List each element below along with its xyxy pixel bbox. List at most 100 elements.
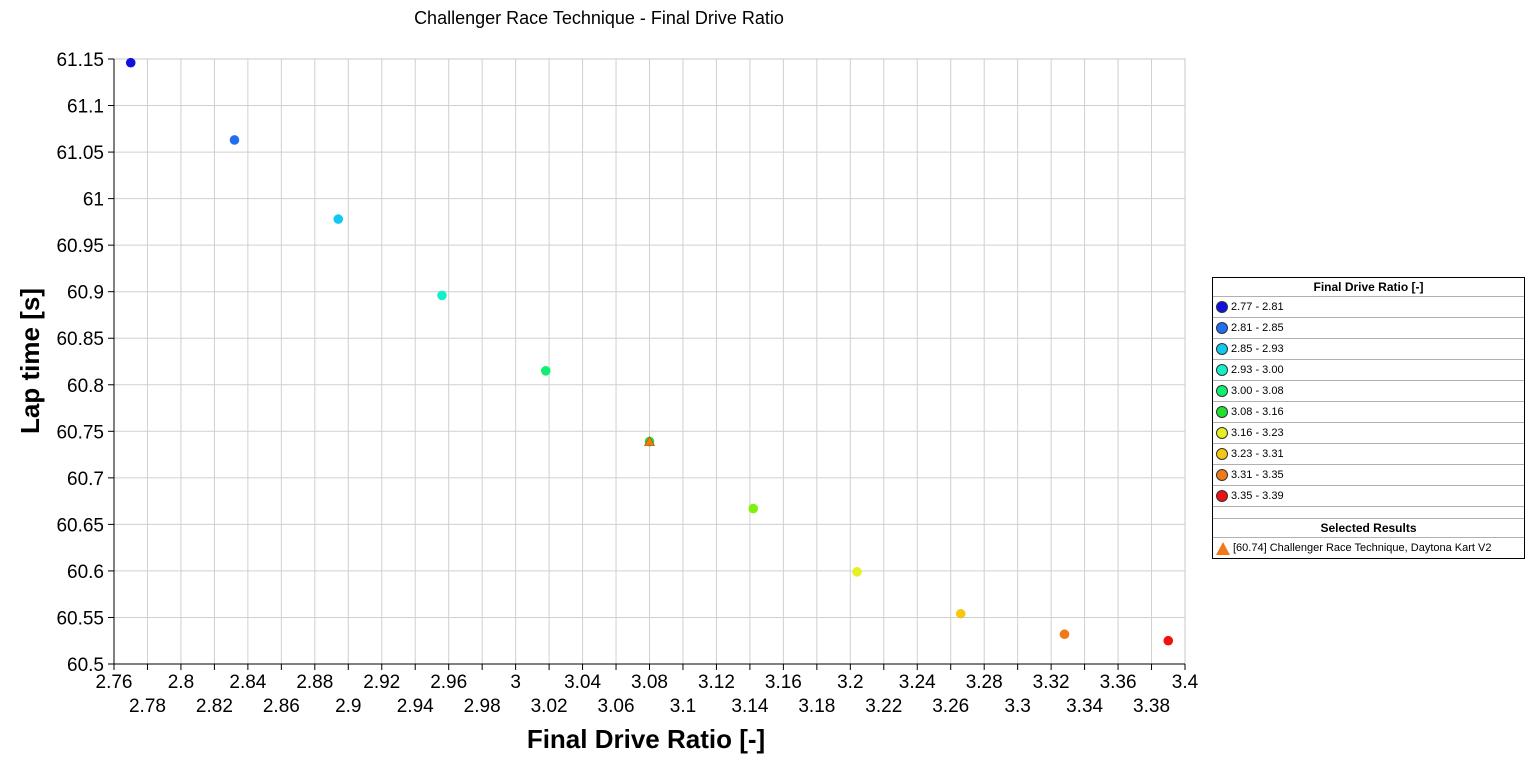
legend-swatch-icon	[1216, 343, 1228, 355]
y-tick-label: 61	[83, 190, 104, 211]
legend-entry: 2.93 - 3.00	[1213, 360, 1524, 381]
x-tick-label: 3.16	[765, 672, 802, 693]
data-point	[1059, 629, 1070, 640]
x-tick-label: 2.78	[129, 696, 166, 717]
x-tick-label: 3.2	[837, 672, 863, 693]
legend-entry: 3.23 - 3.31	[1213, 444, 1524, 465]
x-tick-label: 2.92	[363, 672, 400, 693]
x-tick-label: 3.18	[798, 696, 835, 717]
selected-result-entry: [60.74] Challenger Race Technique, Dayto…	[1213, 538, 1524, 558]
legend-swatch-icon	[1216, 322, 1228, 334]
legend-entry: 2.85 - 2.93	[1213, 339, 1524, 360]
legend-swatch-icon	[1216, 448, 1228, 460]
selected-result-label: [60.74] Challenger Race Technique, Dayto…	[1233, 542, 1492, 554]
y-tick-label: 61.05	[56, 143, 104, 164]
legend-swatch-icon	[1216, 364, 1228, 376]
x-axis-label: Final Drive Ratio [-]	[527, 724, 765, 754]
legend-entry-label: 3.35 - 3.39	[1231, 490, 1284, 502]
data-point	[125, 57, 136, 68]
y-tick-label: 60.85	[56, 329, 104, 350]
x-tick-label: 3.06	[598, 696, 635, 717]
x-tick-label: 2.94	[397, 696, 434, 717]
y-tick-label: 60.7	[67, 469, 104, 490]
triangle-marker-icon	[1216, 541, 1230, 555]
legend-swatch-icon	[1216, 469, 1228, 481]
x-tick-label: 2.98	[464, 696, 501, 717]
chart-title: Challenger Race Technique - Final Drive …	[414, 8, 784, 28]
legend-entry: 3.16 - 3.23	[1213, 423, 1524, 444]
legend-swatch-icon	[1216, 301, 1228, 313]
grid-lines	[113, 58, 1186, 665]
y-tick-label: 60.6	[67, 562, 104, 583]
x-tick-label: 3.38	[1133, 696, 1170, 717]
data-point	[540, 366, 551, 376]
y-tick-label: 60.8	[67, 376, 104, 397]
legend-entry: 3.35 - 3.39	[1213, 486, 1524, 507]
legend-entry-label: 3.23 - 3.31	[1231, 448, 1284, 460]
x-tick-label: 3.22	[865, 696, 902, 717]
x-tick-label: 2.96	[430, 672, 467, 693]
x-tick-label: 3.26	[932, 696, 969, 717]
legend-entry-label: 3.31 - 3.35	[1231, 469, 1284, 481]
x-tick-label: 2.76	[96, 672, 133, 693]
y-tick-labels: 61.15 61.1 61.05 61 60.95 60.9 60.85 60.8 60.75 6…	[56, 50, 104, 676]
x-tick-label: 3.14	[731, 696, 768, 717]
legend-entry: 3.31 - 3.35	[1213, 465, 1524, 486]
data-point	[852, 567, 862, 577]
x-tick-label: 2.86	[263, 696, 300, 717]
y-tick-label: 61.15	[56, 50, 104, 71]
x-tick-label: 2.8	[168, 672, 194, 693]
x-tick-label: 3.4	[1172, 672, 1199, 693]
axes	[108, 58, 1186, 670]
legend-swatch-icon	[1216, 385, 1228, 397]
x-tick-label: 3.32	[1033, 672, 1070, 693]
x-tick-label: 3	[510, 672, 521, 693]
x-tick-label: 3.08	[631, 672, 668, 693]
legend-title: Final Drive Ratio [-]	[1213, 278, 1524, 297]
x-tick-label: 2.82	[196, 696, 233, 717]
y-tick-label: 60.5	[67, 655, 104, 676]
legend-swatch-icon	[1216, 406, 1228, 418]
selected-result-marker	[643, 435, 656, 446]
legend-entry: 3.08 - 3.16	[1213, 402, 1524, 423]
legend-entries: 2.77 - 2.81 2.81 - 2.85 2.85 - 2.93 2.93 - …	[1213, 297, 1524, 507]
selected-results-title: Selected Results	[1213, 519, 1524, 538]
legend-entry-label: 3.08 - 3.16	[1231, 406, 1284, 418]
y-tick-label: 60.65	[56, 515, 104, 536]
data-point	[1163, 635, 1174, 646]
y-axis-label: Lap time [s]	[15, 288, 45, 434]
legend-entry: 2.77 - 2.81	[1213, 297, 1524, 318]
legend-swatch-icon	[1216, 490, 1228, 502]
legend-entry-label: 2.85 - 2.93	[1231, 343, 1284, 355]
x-tick-label: 3.3	[1004, 696, 1030, 717]
data-point	[437, 290, 447, 301]
x-tick-label: 3.12	[698, 672, 735, 693]
x-tick-label: 3.04	[564, 672, 601, 693]
legend-entry-label: 3.00 - 3.08	[1231, 385, 1284, 397]
data-point	[955, 608, 966, 619]
y-tick-label: 60.9	[67, 283, 104, 304]
x-tick-label: 2.88	[296, 672, 333, 693]
legend-spacer	[1213, 507, 1524, 519]
legend-entry-label: 2.77 - 2.81	[1231, 301, 1284, 313]
y-tick-label: 60.55	[56, 608, 104, 629]
x-tick-label: 2.9	[335, 696, 361, 717]
x-tick-label: 3.02	[531, 696, 568, 717]
x-tick-label: 3.34	[1066, 696, 1103, 717]
data-point	[229, 135, 240, 145]
data-points	[125, 57, 1174, 646]
y-tick-label: 61.1	[67, 97, 104, 118]
x-tick-labels: 2.76 2.8 2.84 2.88 2.92 2.96 3 3.04 3.08 3.12 3.16…	[96, 672, 1199, 717]
legend-entry-label: 2.81 - 2.85	[1231, 322, 1284, 334]
x-tick-label: 2.84	[229, 672, 266, 693]
x-tick-label: 3.36	[1100, 672, 1137, 693]
legend-entry-label: 3.16 - 3.23	[1231, 427, 1284, 439]
legend: Final Drive Ratio [-] 2.77 - 2.81 2.81 - …	[1212, 277, 1525, 559]
data-point	[333, 214, 344, 224]
y-tick-label: 60.95	[56, 236, 104, 257]
y-tick-label: 60.75	[56, 422, 104, 443]
legend-entry-label: 2.93 - 3.00	[1231, 364, 1284, 376]
legend-swatch-icon	[1216, 427, 1228, 439]
legend-entry: 3.00 - 3.08	[1213, 381, 1524, 402]
